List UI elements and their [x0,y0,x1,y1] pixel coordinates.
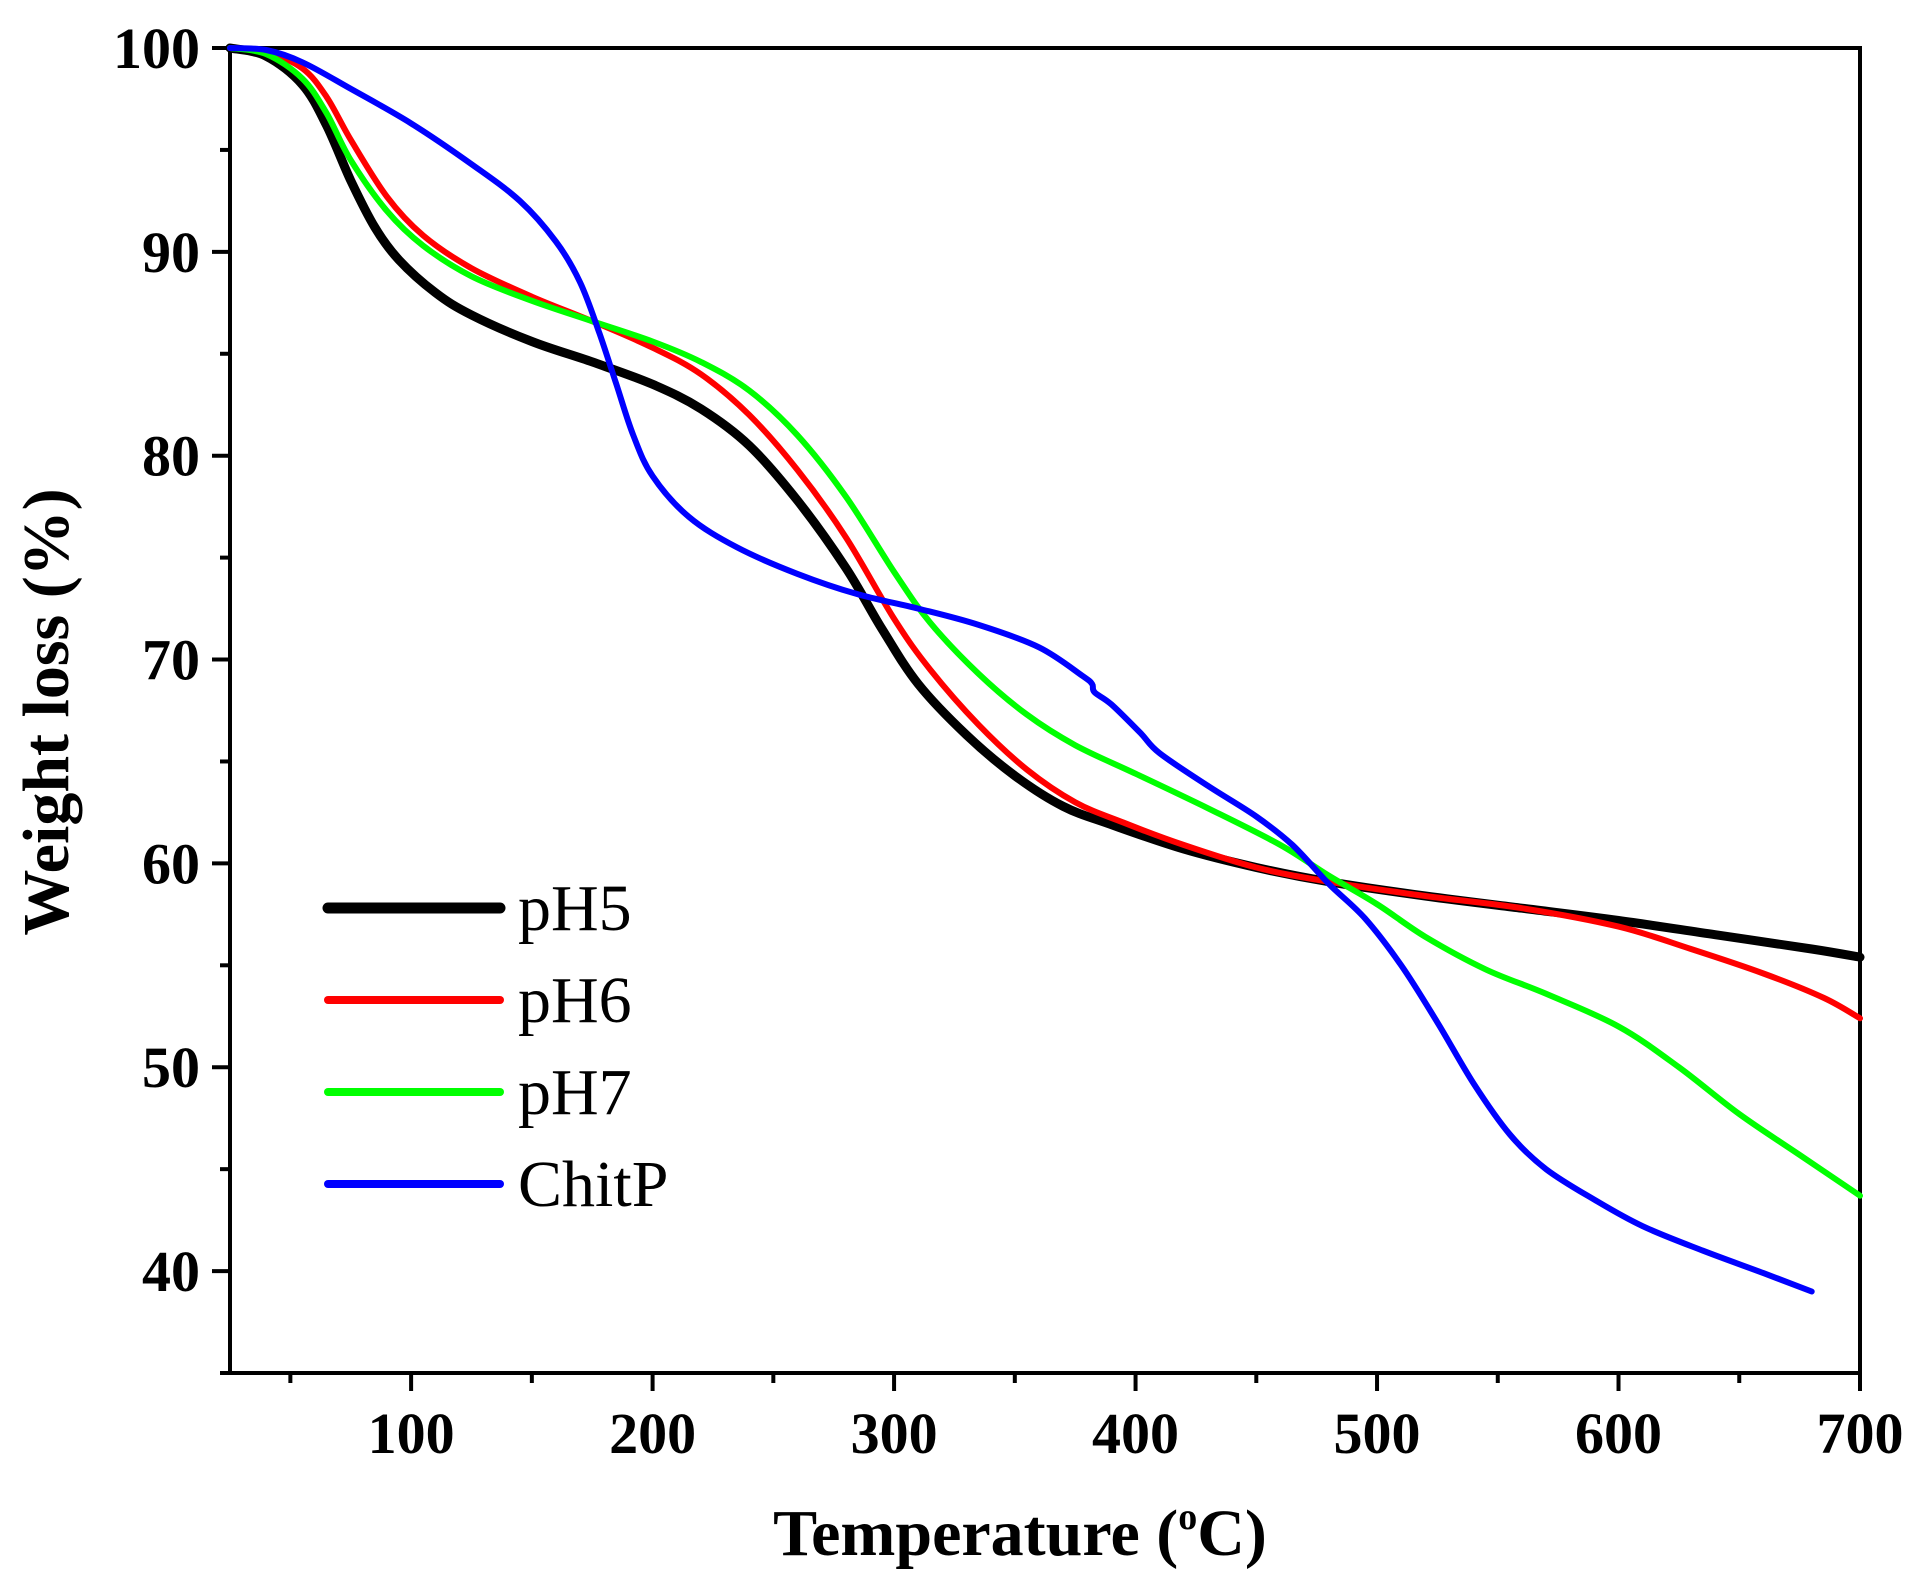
x-axis-title-sup: o [1178,1496,1197,1538]
plot-frame [228,46,1862,1375]
series-line-ph7 [227,45,1863,1199]
axis-ticks: 100 200 300 400 500 600 700 40 50 60 70 80 90 100 [113,16,1904,1466]
series-line-chitp [227,45,1815,1295]
data-series [225,43,1865,1295]
x-axis-title: Temperature (oC) [773,1496,1267,1570]
y-tick-label: 100 [113,16,200,81]
legend-label-ph6: pH6 [518,964,632,1037]
y-tick-label: 50 [142,1035,200,1100]
x-axis-title-end: C) [1197,1497,1267,1570]
x-tick-label: 500 [1334,1401,1421,1466]
y-tick-label: 80 [142,424,200,489]
x-tick-label: 700 [1817,1401,1904,1466]
legend-label-ph7: pH7 [518,1056,632,1129]
legend-label-chitp: ChitP [518,1148,668,1221]
x-tick-label: 300 [851,1401,938,1466]
y-axis-title: Weight loss (%) [10,488,83,935]
series-line-ph6 [227,45,1863,1022]
x-axis-title-main: Temperature ( [773,1497,1178,1570]
x-tick-label: 400 [1092,1401,1179,1466]
legend-label-ph5: pH5 [518,872,632,945]
x-tick-label: 600 [1575,1401,1662,1466]
x-tick-label: 200 [609,1401,696,1466]
y-tick-label: 70 [142,628,200,693]
y-tick-label: 90 [142,220,200,285]
y-tick-label: 60 [142,831,200,896]
legend: pH5 pH6 pH7 ChitP [322,872,668,1221]
y-tick-label: 40 [142,1239,200,1304]
series-line-ph5 [225,43,1865,962]
x-tick-label: 100 [368,1401,455,1466]
